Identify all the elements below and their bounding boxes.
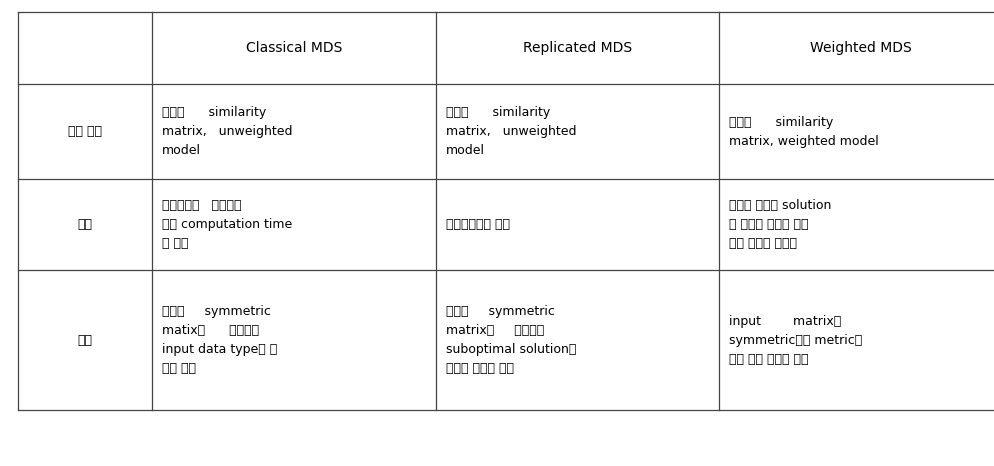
Text: Classical MDS: Classical MDS (246, 41, 342, 55)
Text: Weighted MDS: Weighted MDS (809, 41, 911, 55)
Text: 복수의      similarity
matrix,   unweighted
model: 복수의 similarity matrix, unweighted model (445, 106, 576, 157)
Text: 단점: 단점 (78, 334, 92, 347)
Text: input        matrix가
symmetric하고 metric이
어야 하는 제한이 있음: input matrix가 symmetric하고 metric이 어야 하는 … (729, 315, 862, 366)
Text: Replicated MDS: Replicated MDS (523, 41, 631, 55)
Text: 하나의     symmetric
matix만      허락되고
input data type의 제
한이 있음: 하나의 symmetric matix만 허락되고 input data typ… (162, 305, 277, 375)
Text: 장점: 장점 (78, 219, 92, 231)
Text: 부연 설명: 부연 설명 (68, 125, 102, 138)
Text: 적용가능성이 높음: 적용가능성이 높음 (445, 219, 509, 231)
Text: 유일한 하나의 solution
을 제시해 주므로 직접
적인 해석이 가능함: 유일한 하나의 solution 을 제시해 주므로 직접 적인 해석이 가능함 (729, 199, 831, 250)
Text: 복수의      similarity
matrix, weighted model: 복수의 similarity matrix, weighted model (729, 116, 879, 148)
Text: 하나의     symmetric
matrix만     허락되고
suboptimal solution을
유발할 위험이 있음: 하나의 symmetric matrix만 허락되고 suboptimal so… (445, 305, 576, 375)
Text: 하나의      similarity
matrix,   unweighted
model: 하나의 similarity matrix, unweighted model (162, 106, 292, 157)
Text: 상대적으로   정확도가
높고 computation time
이 적음: 상대적으로 정확도가 높고 computation time 이 적음 (162, 199, 292, 250)
